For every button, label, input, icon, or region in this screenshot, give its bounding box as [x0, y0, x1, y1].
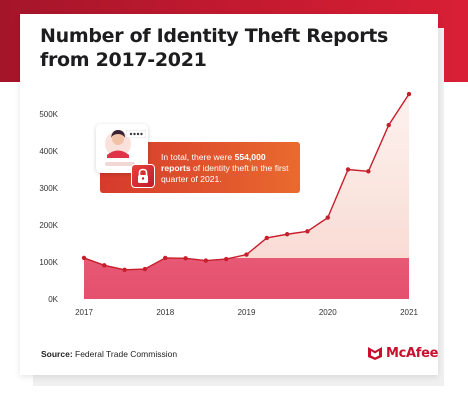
source-value: Federal Trade Commission — [72, 349, 178, 359]
callout-text: In total, there were 554,000 reports of … — [161, 152, 297, 185]
x-axis: 2017 2018 2019 2020 2021 — [75, 308, 418, 317]
x-tick-label: 2021 — [400, 308, 418, 317]
data-point — [366, 169, 371, 174]
x-tick-label: 2017 — [75, 308, 93, 317]
y-axis: 0K 100K 200K 300K 400K 500K — [39, 110, 58, 304]
data-point — [264, 235, 270, 241]
data-point — [102, 263, 107, 268]
password-dots-icon — [126, 130, 146, 138]
chart-title: Number of Identity Theft Reports from 20… — [40, 24, 400, 72]
point-layer — [81, 91, 412, 272]
data-point — [406, 91, 412, 97]
brand-name: McAfee — [386, 345, 439, 361]
data-point — [142, 266, 148, 272]
area-layer — [84, 94, 409, 300]
data-point — [345, 167, 351, 172]
y-tick-label: 500K — [39, 110, 58, 119]
lock-icon — [138, 168, 148, 183]
mcafee-logo: McAfee — [367, 345, 439, 361]
avatar-icon — [105, 130, 135, 166]
y-tick-label: 0K — [48, 295, 58, 304]
y-tick-label: 100K — [39, 258, 58, 267]
mcafee-shield-icon — [368, 346, 382, 360]
area-fill-light — [84, 94, 409, 300]
source-label: Source: — [41, 349, 73, 359]
callout-highlight: 554,000 reports — [161, 152, 266, 173]
data-point — [325, 215, 330, 220]
data-point — [203, 258, 209, 263]
data-point — [244, 252, 249, 257]
data-point — [163, 255, 168, 261]
data-point — [183, 256, 188, 261]
data-point — [223, 256, 229, 262]
callout-suffix: of identity theft in the first quarter o… — [161, 163, 289, 184]
chart-title-line2: from 2017-2021 — [40, 49, 207, 71]
data-point — [122, 267, 127, 272]
y-tick-label: 300K — [39, 184, 58, 193]
data-point — [81, 255, 87, 261]
chart-title-line1: Number of Identity Theft Reports — [40, 25, 389, 47]
data-point — [305, 229, 310, 234]
callout-prefix: In total, there were — [161, 152, 235, 162]
source-note: Source: Federal Trade Commission — [41, 349, 177, 359]
y-tick-label: 400K — [39, 147, 58, 156]
data-point — [284, 232, 290, 237]
data-point — [386, 122, 391, 128]
area-fill — [84, 258, 409, 299]
x-tick-label: 2020 — [319, 308, 337, 317]
x-tick-label: 2019 — [238, 308, 256, 317]
y-tick-label: 200K — [39, 221, 58, 230]
lock-badge — [131, 164, 155, 188]
x-tick-label: 2018 — [156, 308, 174, 317]
